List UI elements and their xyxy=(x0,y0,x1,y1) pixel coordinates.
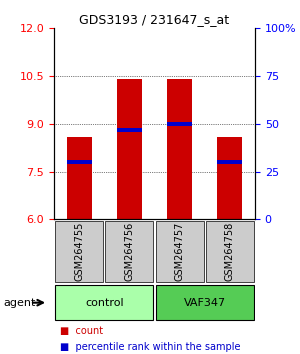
Bar xyxy=(67,160,92,164)
Bar xyxy=(117,79,142,219)
Bar xyxy=(67,137,92,219)
Bar xyxy=(117,128,142,132)
Text: VAF347: VAF347 xyxy=(184,298,226,308)
FancyBboxPatch shape xyxy=(105,221,154,282)
Text: GSM264755: GSM264755 xyxy=(74,222,84,281)
FancyBboxPatch shape xyxy=(155,285,254,320)
Bar xyxy=(217,137,242,219)
FancyBboxPatch shape xyxy=(155,221,204,282)
Text: control: control xyxy=(85,298,124,308)
Text: agent: agent xyxy=(3,298,35,308)
Text: GSM264757: GSM264757 xyxy=(175,222,184,281)
Bar xyxy=(217,160,242,164)
Bar xyxy=(167,79,192,219)
Text: GSM264756: GSM264756 xyxy=(124,222,134,281)
FancyBboxPatch shape xyxy=(55,221,103,282)
FancyBboxPatch shape xyxy=(206,221,254,282)
Title: GDS3193 / 231647_s_at: GDS3193 / 231647_s_at xyxy=(80,13,230,26)
Text: ■  percentile rank within the sample: ■ percentile rank within the sample xyxy=(60,342,241,352)
Bar xyxy=(167,122,192,126)
Text: ■  count: ■ count xyxy=(60,326,103,336)
FancyBboxPatch shape xyxy=(55,285,154,320)
Text: GSM264758: GSM264758 xyxy=(225,222,235,281)
